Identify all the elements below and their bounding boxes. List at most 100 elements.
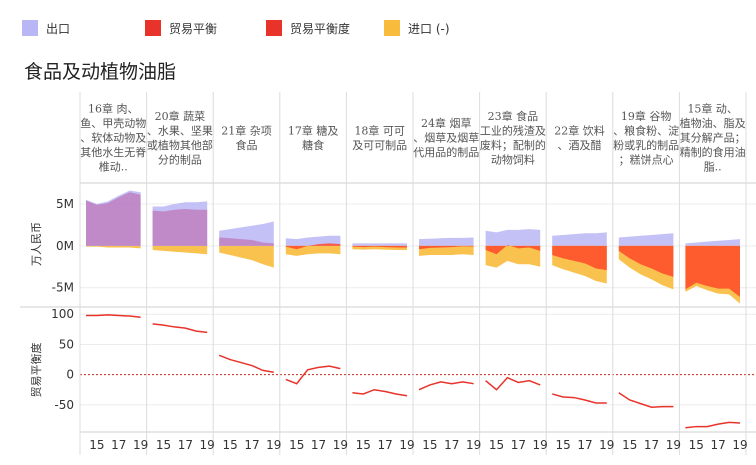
balance-area [352, 245, 407, 248]
legend-swatch-balance [145, 20, 161, 36]
balance-area [152, 208, 208, 246]
x-tick-label: 19 [200, 438, 215, 452]
x-tick-label: 17 [577, 438, 592, 452]
top-y-tick-label: 0M [56, 239, 74, 253]
x-tick-label: 15 [622, 438, 637, 452]
panel-0: 16章 肉、鱼、甲壳动物、软体动物及其他水生无脊椎动.. 15 17 19 [80, 102, 148, 453]
panel-header: 20章 蔬菜、水果、坚果或植物其他部分的制品 [147, 109, 213, 167]
panel-4: 18章 可可及可可制品 15 17 19 [352, 123, 414, 452]
x-tick-label: 15 [289, 438, 304, 452]
import-area [419, 245, 474, 256]
x-tick-label: 19 [399, 438, 414, 452]
x-tick-label: 17 [178, 438, 193, 452]
balance-degree-line [418, 381, 474, 391]
top-y-axis-label: 万人民币 [30, 222, 43, 266]
balance-degree-line [352, 388, 408, 397]
legend-swatch-export [22, 20, 38, 36]
panel-7: 22章 饮料、酒及醋 15 17 19 [552, 123, 614, 452]
panel-header: 21章 杂项食品 [221, 123, 272, 152]
bottom-y-tick-label: -50 [54, 398, 74, 412]
export-area [352, 243, 407, 246]
x-tick-label: 15 [689, 438, 704, 452]
legend-item-export[interactable]: 出口 [22, 20, 70, 36]
balance-degree-line [485, 376, 541, 391]
balance-degree-line [218, 354, 274, 373]
x-tick-label: 17 [711, 438, 726, 452]
export-area [552, 232, 607, 246]
panel-header: 23章 食品工业的残渣及废料；配制的动物饲料 [480, 109, 546, 167]
balance-area [552, 245, 607, 271]
balance-degree-line [152, 323, 208, 334]
x-tick-label: 19 [266, 438, 281, 452]
panel-header: 17章 糖及糖食 [288, 123, 339, 152]
legend-swatch-import [384, 20, 400, 36]
panel-1: 20章 蔬菜、水果、坚果或植物其他部分的制品 15 17 19 [147, 109, 215, 452]
top-y-tick-label: -5M [52, 281, 74, 295]
panel-5: 24章 烟草、烟草及烟草代用品的制品 15 17 19 [413, 116, 481, 452]
export-area [485, 229, 541, 246]
x-tick-label: 15 [422, 438, 437, 452]
import-area [86, 245, 141, 249]
balance-degree-line [618, 392, 674, 408]
import-area [152, 245, 208, 255]
x-tick-label: 17 [378, 438, 393, 452]
panel-header: 15章 动、植物油、脂及其分解产品；精制的食用油脂.. [680, 102, 746, 174]
top-y-tick-label: 5M [56, 197, 74, 211]
x-tick-label: 17 [444, 438, 459, 452]
balance-area [485, 245, 541, 255]
bottom-y-tick-label: 100 [51, 307, 74, 321]
panel-header: 22章 饮料、酒及醋 [554, 123, 605, 152]
export-area [685, 239, 740, 246]
x-tick-label: 19 [133, 438, 148, 452]
panel-2: 21章 杂项食品 15 17 19 [218, 123, 281, 452]
panel-6: 23章 食品工业的残渣及废料；配制的动物饲料 15 17 19 [480, 109, 548, 452]
panel-3: 17章 糖及糖食 15 17 19 [285, 123, 348, 452]
legend-label-import: 进口 (-) [408, 22, 450, 36]
x-tick-label: 15 [156, 438, 171, 452]
legend-item-balance[interactable]: 贸易平衡 [145, 20, 217, 36]
legend-swatch-balance-degree [266, 20, 282, 36]
balance-degree-line [285, 365, 341, 385]
bottom-y-axis-label: 贸易平衡度 [29, 343, 43, 398]
legend-label-export: 出口 [46, 22, 70, 36]
x-tick-label: 15 [555, 438, 570, 452]
panel-8: 19章 谷物、粮食粉、淀粉或乳的制品；糕饼点心 15 17 19 [613, 109, 681, 452]
panel-header: 18章 可可及可可制品 [352, 123, 407, 152]
bottom-y-tick-label: 0 [66, 368, 74, 382]
balance-area [419, 245, 474, 250]
bottom-y-tick-label: 50 [59, 337, 74, 351]
chart-title: 食品及动植物油脂 [24, 61, 176, 83]
panel-header: 19章 谷物、粮食粉、淀粉或乳的制品；糕饼点心 [613, 109, 679, 167]
x-tick-label: 19 [599, 438, 614, 452]
x-tick-label: 19 [533, 438, 548, 452]
x-tick-label: 15 [222, 438, 237, 452]
balance-degree-line [552, 393, 607, 404]
x-tick-label: 17 [311, 438, 326, 452]
export-area [419, 237, 474, 246]
balance-area [618, 245, 674, 277]
x-tick-label: 19 [333, 438, 348, 452]
balance-degree-line [685, 421, 741, 429]
x-tick-label: 19 [466, 438, 481, 452]
balance-area [285, 243, 341, 250]
legend-item-import[interactable]: 进口 (-) [384, 20, 450, 36]
balance-area [685, 245, 740, 297]
legend: 出口 贸易平衡 贸易平衡度 进口 (-) [22, 20, 450, 36]
balance-area [219, 237, 274, 246]
balance-area [86, 192, 141, 246]
panel-header: 16章 肉、鱼、甲壳动物、软体动物及其他水生无脊椎动.. [80, 102, 146, 174]
grid-layer [20, 92, 756, 455]
axis-layer: 5M 0M -5M 100 50 0 -50 [51, 197, 74, 412]
x-tick-label: 19 [666, 438, 681, 452]
legend-item-balance-degree[interactable]: 贸易平衡度 [266, 20, 350, 36]
x-tick-label: 17 [244, 438, 259, 452]
panel-9: 15章 动、植物油、脂及其分解产品；精制的食用油脂.. 15 17 19 [680, 102, 748, 453]
panel-header: 24章 烟草、烟草及烟草代用品的制品 [413, 116, 479, 159]
legend-label-balance-degree: 贸易平衡度 [290, 21, 350, 36]
x-tick-label: 15 [356, 438, 371, 452]
x-tick-label: 17 [511, 438, 526, 452]
export-area [285, 235, 341, 246]
x-tick-label: 19 [732, 438, 747, 452]
import-area [219, 245, 274, 268]
